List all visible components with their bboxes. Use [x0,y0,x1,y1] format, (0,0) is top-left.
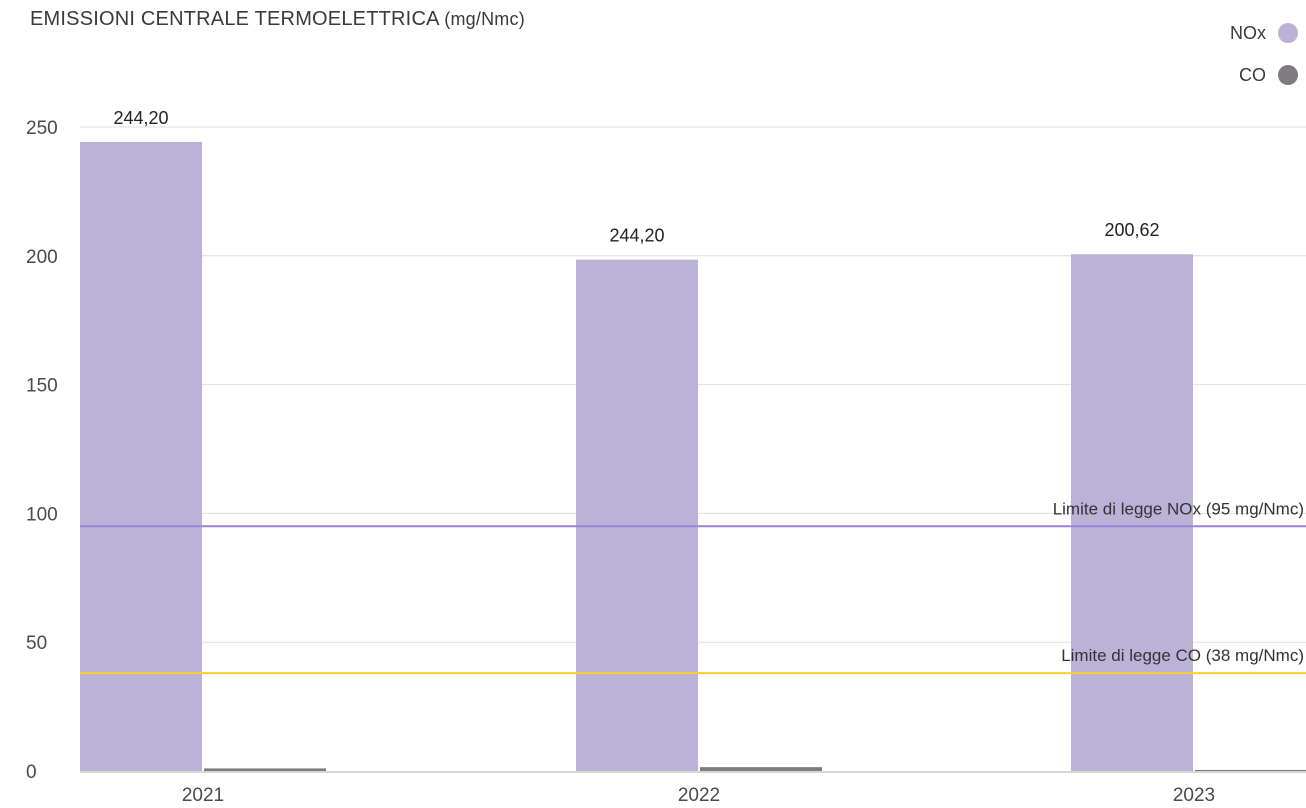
legend-item-nox: NOx [1178,22,1298,44]
bar-nox-2023 [1071,254,1193,771]
bar-co-2022 [700,767,822,771]
data-labels: 244,20 244,20 200,62 [113,108,1159,246]
y-tick-label: 0 [26,762,37,783]
y-tick-label: 200 [26,247,58,268]
y-tick-label: 150 [26,376,58,397]
x-tick-label: 2022 [678,785,720,806]
chart-title: EMISSIONI CENTRALE TERMOELETTRICA (mg/Nm… [30,8,525,31]
x-tick-label: 2023 [1173,785,1215,806]
legend: NOx CO [1178,22,1298,106]
reference-line-label: Limite di legge NOx (95 mg/Nmc) [1053,499,1304,518]
reference-lines: Limite di legge NOx (95 mg/Nmc) Limite di… [80,499,1306,675]
data-label-nox-2023: 200,62 [1104,220,1159,240]
axes: 0 50 100 150 200 250 2021 2022 2023 [26,118,1306,806]
bars [80,141,1306,771]
legend-swatch-co [1278,65,1298,85]
reference-line-label: Limite di legge CO (38 mg/Nmc) [1061,646,1304,665]
bar-nox-2022 [576,259,698,771]
legend-label-nox: NOx [1230,22,1266,43]
bar-nox-2021 [80,141,202,771]
data-label-nox-2021: 244,20 [113,108,168,128]
y-tick-label: 100 [26,504,58,525]
data-label-nox-2022: 244,20 [609,226,664,246]
chart-title-unit: (mg/Nmc) [444,9,525,29]
legend-swatch-nox [1278,23,1298,43]
legend-item-co: CO [1178,64,1298,86]
bar-co-2021 [204,768,326,771]
y-tick-label: 250 [26,118,58,139]
x-tick-label: 2021 [182,785,224,806]
bar-co-2023 [1195,769,1306,771]
legend-label-co: CO [1239,64,1266,85]
y-tick-label: 50 [26,633,47,654]
chart-title-text: EMISSIONI CENTRALE TERMOELETTRICA [30,8,439,30]
